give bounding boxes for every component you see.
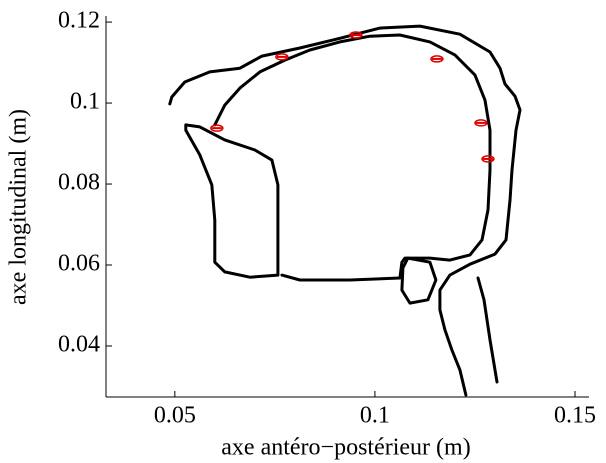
curve xyxy=(213,33,492,282)
y-tick-label: 0.04 xyxy=(58,331,100,357)
marker xyxy=(474,119,488,127)
y-tick-label: 0.12 xyxy=(58,8,100,34)
curve xyxy=(400,256,438,305)
marker xyxy=(349,31,363,39)
x-axis-label: axe antéro−postérieur (m) xyxy=(221,435,470,461)
curve xyxy=(184,123,280,279)
y-axis-label: axe longitudinal (m) xyxy=(6,109,32,305)
marker xyxy=(275,53,289,61)
marker xyxy=(210,124,224,132)
x-tick-label: 0.05 xyxy=(154,403,196,429)
x-tick-label: 0.1 xyxy=(360,403,390,429)
y-tick-label: 0.1 xyxy=(70,89,100,115)
y-tick-label: 0.06 xyxy=(58,251,100,277)
x-tick-label: 0.15 xyxy=(554,403,596,429)
curve xyxy=(168,24,522,397)
y-tick-label: 0.08 xyxy=(58,170,100,196)
marker xyxy=(430,55,444,63)
curve xyxy=(476,276,499,384)
marker xyxy=(481,155,495,163)
